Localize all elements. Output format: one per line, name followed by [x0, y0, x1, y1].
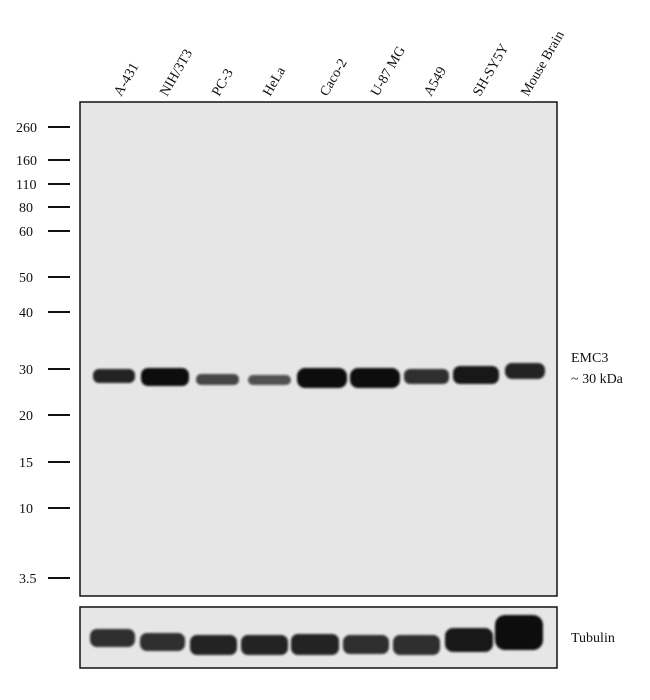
- target-name: EMC3: [571, 351, 608, 366]
- tubulin-band: [445, 628, 493, 652]
- tubulin-band: [495, 615, 543, 650]
- lane-label: HeLa: [260, 64, 289, 99]
- emc3-band: [93, 369, 135, 383]
- marker-label: 50: [19, 271, 33, 286]
- target-size: ~ 30 kDa: [571, 372, 624, 387]
- lane-label: SH-SY5Y: [470, 42, 512, 99]
- emc3-band: [453, 366, 499, 384]
- marker-label: 20: [19, 409, 33, 424]
- marker-label: 260: [16, 121, 37, 136]
- marker-label: 40: [19, 306, 33, 321]
- lane-labels: A-431 NIH/3T3 PC-3 HeLa Caco-2 U-87 MG A…: [111, 29, 567, 99]
- tubulin-band: [241, 635, 288, 655]
- tubulin-band: [393, 635, 440, 655]
- emc3-band: [350, 368, 400, 388]
- lane-label: A549: [421, 65, 450, 99]
- lane-label: A-431: [111, 61, 142, 99]
- tubulin-band: [90, 629, 135, 647]
- main-blot-panel: [79, 101, 558, 597]
- lane-label: NIH/3T3: [157, 47, 196, 99]
- lane-label: PC-3: [209, 67, 236, 99]
- tubulin-band: [291, 634, 339, 655]
- tubulin-band: [140, 633, 185, 651]
- tubulin-bands: [90, 615, 543, 655]
- marker-label: 30: [19, 363, 33, 378]
- marker-label: 80: [19, 201, 33, 216]
- marker-label: 60: [19, 225, 33, 240]
- loading-control-name: Tubulin: [571, 631, 615, 646]
- emc3-band: [297, 368, 347, 388]
- emc3-band: [404, 369, 449, 384]
- lane-label: Mouse Brain: [518, 29, 567, 99]
- emc3-bands: [93, 363, 545, 388]
- marker-label: 160: [16, 154, 37, 169]
- emc3-band: [505, 363, 545, 379]
- marker-label: 110: [16, 178, 36, 193]
- emc3-band: [141, 368, 189, 386]
- marker-label: 10: [19, 502, 33, 517]
- emc3-band: [248, 375, 291, 385]
- lane-label: Caco-2: [317, 56, 350, 99]
- marker-label: 3.5: [19, 572, 37, 587]
- tubulin-band: [343, 635, 389, 654]
- lane-label: U-87 MG: [368, 44, 408, 99]
- emc3-band: [196, 374, 239, 385]
- marker-ladder: 260 160 110 80 60 50 40 30 20 15 10 3.5: [16, 121, 70, 587]
- marker-label: 15: [19, 456, 33, 471]
- tubulin-band: [190, 635, 237, 655]
